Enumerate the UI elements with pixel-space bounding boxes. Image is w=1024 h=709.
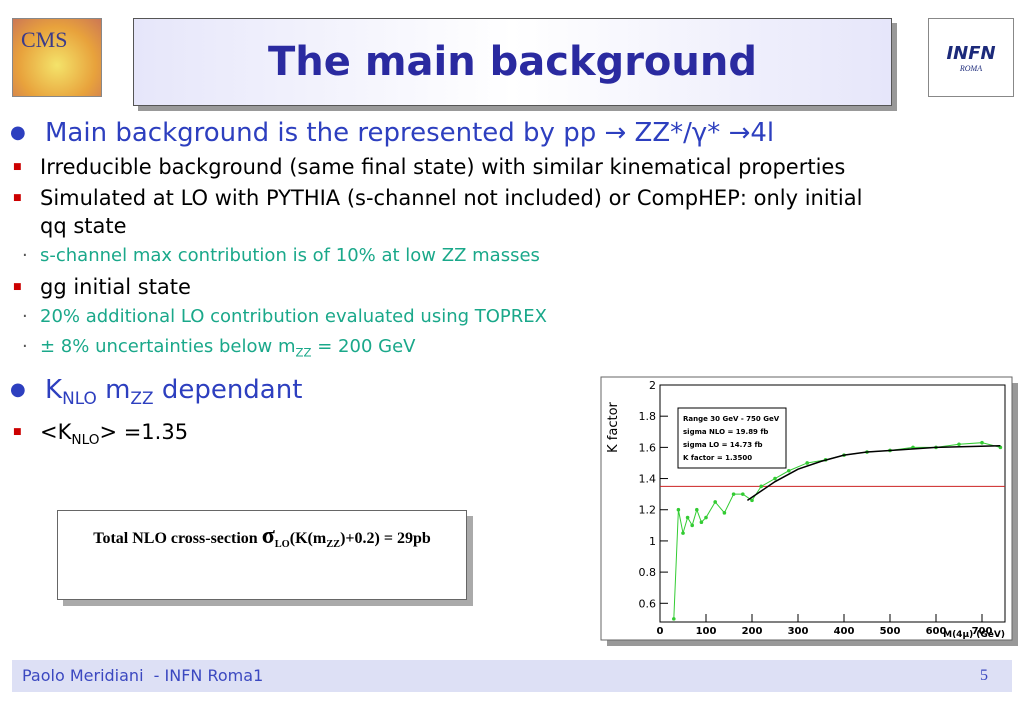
text-run: (K(m	[289, 530, 327, 547]
stats-text: K factor = 1.3500	[683, 454, 752, 462]
subscript: NLO	[62, 387, 97, 408]
infn-logo-sub: ROMA	[959, 64, 983, 73]
cms-logo-text: CMS	[21, 27, 68, 52]
y-tick-label: 1.8	[639, 410, 657, 423]
cms-logo: CMS	[12, 18, 102, 97]
data-point	[722, 511, 727, 515]
data-point	[685, 515, 690, 520]
result-text: Total NLO cross-section σLO(K(mZZ)+0.2) …	[72, 519, 452, 562]
bullet-level-1: Main background is the represented by pp…	[0, 116, 980, 150]
bullet-level-2: gg initial state	[0, 273, 870, 301]
data-point	[980, 440, 984, 445]
text-run: Irreducible background (same final state…	[40, 155, 846, 179]
text-run: K	[45, 374, 63, 405]
y-tick-label: 1.4	[639, 473, 657, 486]
subscript: ZZ	[326, 539, 341, 551]
text-run: Total NLO cross-section	[93, 530, 262, 547]
data-point	[690, 523, 694, 528]
data-point	[773, 476, 777, 481]
subscript: ZZ	[130, 387, 154, 408]
data-point	[676, 507, 681, 512]
text-run: m	[96, 374, 131, 405]
data-point	[713, 500, 717, 504]
subscript: LO	[274, 539, 290, 551]
footer: Paolo Meridiani - INFN Roma1 5	[12, 660, 1012, 692]
data-point	[672, 617, 676, 621]
x-tick-label: 300	[788, 626, 809, 637]
text-run: dependant	[153, 374, 303, 405]
x-tick-label: 600	[926, 626, 947, 637]
y-tick-label: 1.6	[639, 441, 657, 454]
infn-logo: INFN ROMA	[928, 18, 1014, 97]
x-tick-label: 700	[972, 626, 993, 637]
x-axis-label: M(4μ) (GeV)	[943, 630, 1005, 640]
y-tick-label: 2	[649, 379, 656, 392]
y-axis-label: K factor	[606, 401, 621, 452]
data-point	[681, 531, 685, 535]
text-run: <K	[40, 419, 72, 444]
data-point	[759, 484, 763, 489]
stats-text: sigma NLO = 19.89 fb	[683, 428, 768, 436]
bullet-level-2: Simulated at LO with PYTHIA (s-channel n…	[0, 184, 870, 240]
page-number: 5	[980, 667, 988, 684]
text-run: gg initial state	[40, 275, 191, 299]
text-run: ± 8% uncertainties below m	[40, 336, 296, 357]
bullet-level-3: 20% additional LO contribution evaluated…	[0, 303, 980, 331]
result-box: Total NLO cross-section σLO(K(mZZ)+0.2) …	[57, 510, 467, 600]
text-run: 20% additional LO contribution evaluated…	[40, 306, 547, 327]
stats-text: sigma LO = 14.73 fb	[683, 441, 763, 449]
text-run: = 200 GeV	[311, 336, 416, 357]
x-tick-label: 500	[880, 626, 901, 637]
data-point	[741, 492, 745, 496]
x-tick-label: 100	[696, 626, 717, 637]
text-run: Main background is the represented by pp…	[45, 118, 775, 148]
text-run: s-channel max contribution is of 10% at …	[40, 245, 540, 266]
stats-box	[677, 407, 787, 469]
data-point	[787, 468, 791, 473]
data-point	[704, 515, 708, 520]
data-point	[805, 461, 809, 465]
bullet-level-2: <KNLO> =1.35	[0, 418, 870, 454]
plot-area	[659, 384, 1006, 623]
text-run: )+0.2) = 29pb	[340, 530, 431, 547]
bullet-level-2: Irreducible background (same final state…	[0, 153, 870, 181]
data-point	[695, 507, 699, 512]
data-point	[731, 492, 736, 496]
bullet-level-1: KNLO mZZ dependant	[0, 373, 980, 415]
subscript: NLO	[71, 431, 100, 448]
text-run: > =1.35	[99, 419, 189, 444]
data-point	[750, 498, 754, 503]
footer-author: Paolo Meridiani - INFN Roma1	[22, 666, 264, 685]
stats-text: Range 30 GeV - 750 GeV	[683, 415, 780, 423]
bullet-level-3: s-channel max contribution is of 10% at …	[0, 242, 980, 270]
series-line	[746, 445, 1001, 502]
subscript: ZZ	[295, 345, 312, 360]
x-tick-label: 400	[834, 626, 855, 637]
x-tick-label: 200	[742, 626, 763, 637]
y-tick-label: 1.2	[639, 504, 657, 517]
plot-frame	[600, 376, 1013, 641]
y-tick-label: 0.6	[639, 597, 657, 610]
y-tick-label: 0.8	[639, 566, 657, 579]
text-run: Simulated at LO with PYTHIA (s-channel n…	[40, 186, 863, 238]
data-point	[957, 442, 961, 447]
bullet-list: Main background is the represented by pp…	[0, 114, 980, 454]
text-run: σ	[261, 523, 275, 549]
slide-title: The main background	[133, 18, 892, 106]
x-tick-label: 0	[657, 626, 664, 637]
y-tick-label: 1	[649, 535, 656, 548]
data-point	[699, 520, 704, 525]
infn-logo-text: INFN	[946, 43, 996, 64]
bullet-level-3: ± 8% uncertainties below mZZ = 200 GeV	[0, 333, 980, 367]
